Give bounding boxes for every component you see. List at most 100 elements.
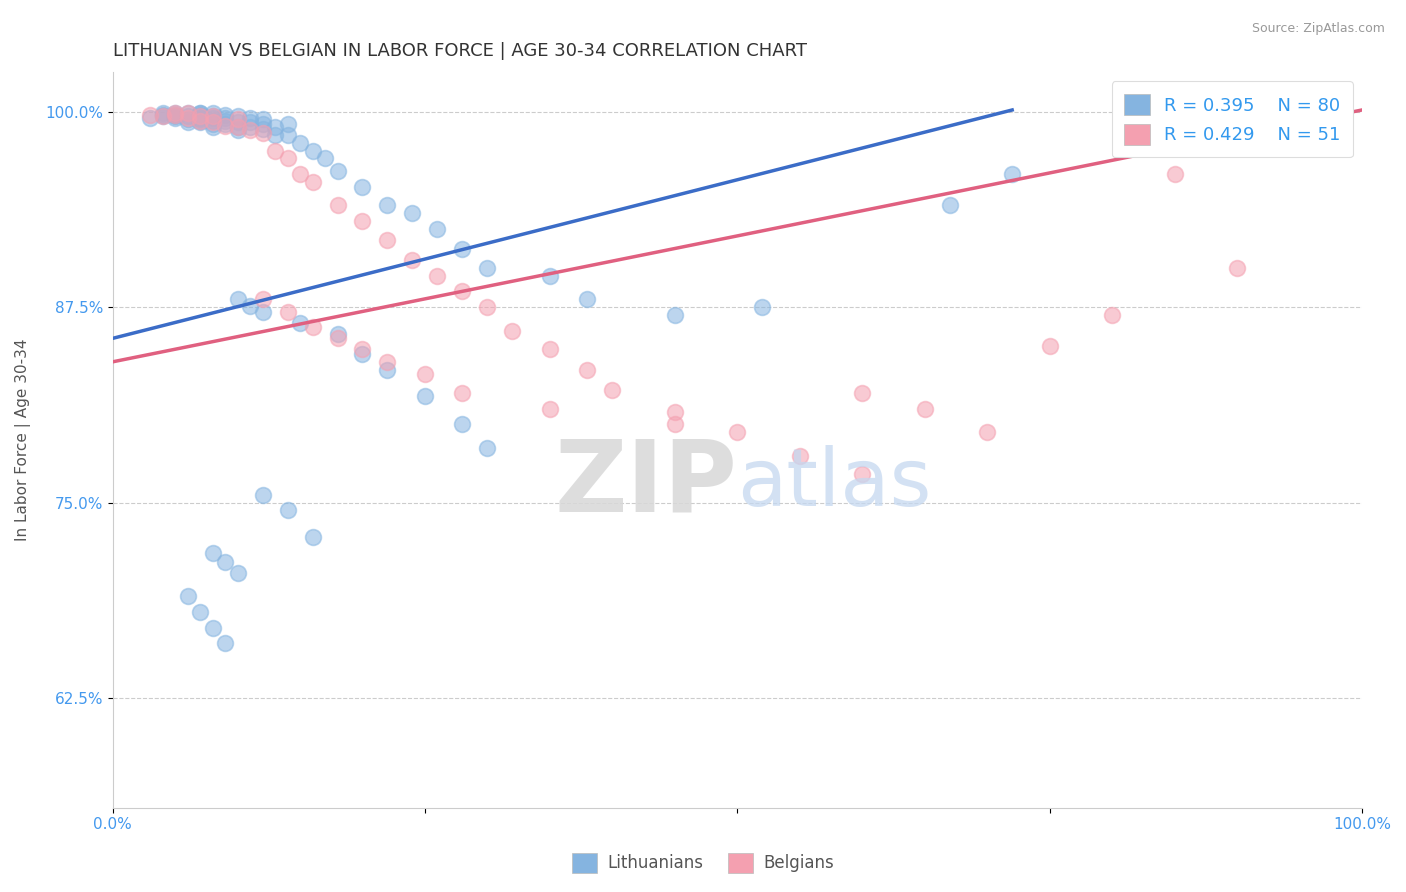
Point bbox=[239, 111, 262, 125]
Point bbox=[188, 114, 211, 128]
Point bbox=[477, 300, 499, 314]
Point bbox=[576, 292, 599, 306]
Legend: Lithuanians, Belgians: Lithuanians, Belgians bbox=[565, 847, 841, 880]
Point bbox=[276, 152, 298, 166]
Point bbox=[301, 530, 323, 544]
Point bbox=[201, 106, 224, 120]
Point bbox=[301, 320, 323, 334]
Point bbox=[188, 111, 211, 125]
Point bbox=[226, 120, 249, 135]
Point bbox=[264, 144, 287, 158]
Point bbox=[252, 305, 274, 319]
Point bbox=[188, 112, 211, 127]
Point bbox=[538, 268, 561, 283]
Point bbox=[301, 175, 323, 189]
Point bbox=[501, 324, 523, 338]
Point bbox=[165, 108, 187, 122]
Point bbox=[188, 115, 211, 129]
Point bbox=[176, 106, 198, 120]
Point bbox=[214, 117, 236, 131]
Point bbox=[401, 253, 423, 268]
Text: ZIP: ZIP bbox=[554, 435, 737, 533]
Point bbox=[201, 114, 224, 128]
Point bbox=[377, 198, 399, 212]
Point bbox=[165, 111, 187, 125]
Point bbox=[576, 362, 599, 376]
Point bbox=[477, 260, 499, 275]
Point bbox=[426, 268, 449, 283]
Point bbox=[326, 164, 349, 178]
Point bbox=[226, 292, 249, 306]
Point bbox=[188, 605, 211, 619]
Point bbox=[538, 343, 561, 357]
Point bbox=[851, 386, 873, 401]
Point bbox=[1163, 167, 1185, 181]
Point bbox=[214, 114, 236, 128]
Point bbox=[352, 347, 374, 361]
Text: atlas: atlas bbox=[737, 445, 932, 524]
Point bbox=[252, 292, 274, 306]
Point bbox=[201, 109, 224, 123]
Point bbox=[252, 117, 274, 131]
Point bbox=[165, 106, 187, 120]
Point bbox=[252, 127, 274, 141]
Point bbox=[276, 128, 298, 142]
Point bbox=[288, 167, 311, 181]
Point bbox=[264, 120, 287, 135]
Point bbox=[276, 503, 298, 517]
Point bbox=[201, 120, 224, 135]
Point bbox=[165, 109, 187, 123]
Point bbox=[401, 206, 423, 220]
Point bbox=[201, 115, 224, 129]
Point bbox=[226, 112, 249, 127]
Point bbox=[326, 331, 349, 345]
Point bbox=[188, 108, 211, 122]
Point bbox=[252, 112, 274, 127]
Point bbox=[226, 115, 249, 129]
Point bbox=[451, 386, 474, 401]
Point bbox=[152, 106, 174, 120]
Point bbox=[176, 115, 198, 129]
Point bbox=[165, 108, 187, 122]
Point bbox=[188, 106, 211, 120]
Point bbox=[288, 136, 311, 150]
Point bbox=[201, 621, 224, 635]
Point bbox=[214, 555, 236, 569]
Point bbox=[1101, 308, 1123, 322]
Point bbox=[239, 123, 262, 137]
Point bbox=[165, 106, 187, 120]
Point bbox=[176, 112, 198, 127]
Point bbox=[176, 106, 198, 120]
Point bbox=[201, 109, 224, 123]
Point bbox=[789, 449, 811, 463]
Point bbox=[239, 115, 262, 129]
Point bbox=[252, 121, 274, 136]
Point bbox=[252, 488, 274, 502]
Point bbox=[938, 198, 960, 212]
Point bbox=[326, 198, 349, 212]
Point bbox=[264, 128, 287, 142]
Point bbox=[1039, 339, 1062, 353]
Point bbox=[188, 106, 211, 120]
Point bbox=[413, 389, 436, 403]
Point bbox=[352, 214, 374, 228]
Point bbox=[352, 179, 374, 194]
Point bbox=[914, 401, 936, 416]
Point bbox=[188, 109, 211, 123]
Point bbox=[201, 546, 224, 560]
Point bbox=[201, 117, 224, 131]
Text: LITHUANIAN VS BELGIAN IN LABOR FORCE | AGE 30-34 CORRELATION CHART: LITHUANIAN VS BELGIAN IN LABOR FORCE | A… bbox=[112, 42, 807, 60]
Point bbox=[239, 120, 262, 135]
Point bbox=[288, 316, 311, 330]
Point bbox=[1226, 260, 1249, 275]
Point bbox=[152, 109, 174, 123]
Point bbox=[451, 285, 474, 299]
Point bbox=[214, 636, 236, 650]
Point bbox=[176, 111, 198, 125]
Point bbox=[214, 119, 236, 133]
Legend: R = 0.395    N = 80, R = 0.429    N = 51: R = 0.395 N = 80, R = 0.429 N = 51 bbox=[1112, 81, 1353, 158]
Point bbox=[226, 120, 249, 135]
Point bbox=[976, 425, 998, 440]
Text: Source: ZipAtlas.com: Source: ZipAtlas.com bbox=[1251, 22, 1385, 36]
Point bbox=[226, 123, 249, 137]
